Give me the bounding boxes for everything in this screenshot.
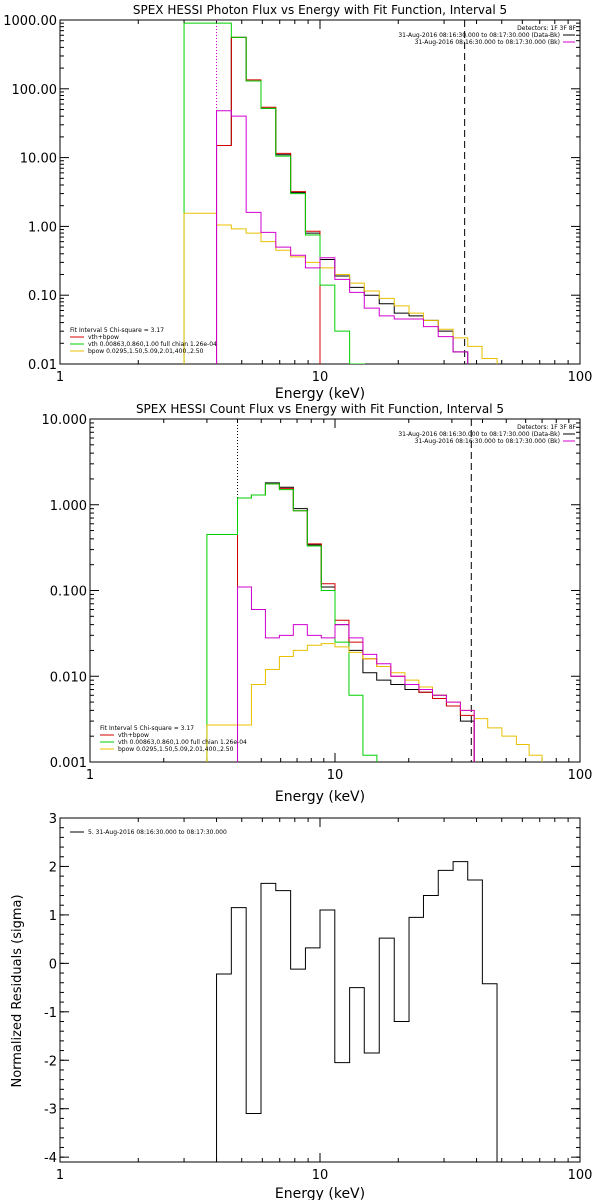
count-y-tick-label: 0.010 xyxy=(50,670,87,685)
residuals-panel: Normalized Residuals (sigma) Energy (keV… xyxy=(10,812,592,1200)
residuals-y-axis-label: Normalized Residuals (sigma) xyxy=(10,894,25,1087)
photon-x-tick-label: 100 xyxy=(568,370,593,385)
count-legend-entry: Fit Interval 5 Chi-square = 3.17 xyxy=(100,725,194,732)
photon-series-1 xyxy=(216,36,321,364)
photon-x-tick-label: 1 xyxy=(56,370,64,385)
count-x-tick-label: 1 xyxy=(86,768,94,783)
count-flux-panel: SPEX HESSI Count Flux vs Energy with Fit… xyxy=(42,402,593,805)
residuals-y-tick-label: 0 xyxy=(49,957,57,972)
count-x-axis-label: Energy (keV) xyxy=(275,789,365,805)
photon-flux-panel: SPEX HESSI Photon Flux vs Energy with Fi… xyxy=(3,3,592,402)
photon-legend-entry: vth 0.00863,0.860,1.00 full chian 1.26e-… xyxy=(88,341,217,348)
count-y-tick-label: 0.100 xyxy=(50,585,87,600)
photon-legend-entry: bpow 0.0295,1.50,5.09,2.01,400.,2.50 xyxy=(88,348,204,355)
photon-y-tick-label: 0.01 xyxy=(28,358,57,373)
photon-x-tick-label: 10 xyxy=(312,370,329,385)
residuals-y-tick-label: 3 xyxy=(49,812,57,827)
residuals-x-tick-label: 10 xyxy=(312,1168,329,1183)
residuals-y-tick-label: -4 xyxy=(44,1151,57,1166)
photon-y-tick-label: 1000.00 xyxy=(3,14,57,29)
residuals-y-tick-label: -3 xyxy=(44,1103,57,1118)
photon-series-4 xyxy=(216,110,469,364)
photon-legend-right-entry: 31-Aug-2016 08:16:30.000 to 08:17:30.000… xyxy=(398,32,560,39)
photon-y-tick-label: 10.00 xyxy=(20,152,57,167)
photon-legend-right-entry: 31-Aug-2016 08:16:30.000 to 08:17:30.000… xyxy=(415,39,560,46)
count-x-tick-label: 10 xyxy=(327,768,344,783)
count-legend-entry: vth+bpow xyxy=(118,732,149,739)
count-legend-right-entry: Detectors: 1F 3F 8F xyxy=(517,424,576,431)
count-series-4 xyxy=(237,586,475,762)
count-legend-entry: bpow 0.0295,1.50,5.09,2.01,400.,2.50 xyxy=(118,746,234,753)
residuals-x-axis-label: Energy (keV) xyxy=(275,1186,365,1200)
residuals-legend-entry: 5. 31-Aug-2016 08:16:30.000 to 08:17:30.… xyxy=(88,829,227,836)
residuals-y-tick-label: 2 xyxy=(49,860,57,875)
photon-series-0 xyxy=(216,36,469,364)
residuals-x-tick-label: 1 xyxy=(56,1168,64,1183)
count-series-2 xyxy=(206,483,378,762)
count-legend-right-entry: 31-Aug-2016 08:16:30.000 to 08:17:30.000… xyxy=(398,431,560,438)
residuals-plot-frame xyxy=(59,817,581,1163)
residuals-y-tick-label: 1 xyxy=(49,909,57,924)
count-y-tick-label: 1.000 xyxy=(50,499,87,514)
photon-y-tick-label: 1.00 xyxy=(28,220,57,235)
photon-series-2 xyxy=(183,22,365,364)
count-y-tick-label: 0.001 xyxy=(50,756,87,771)
count-y-tick-label: 10.000 xyxy=(42,413,88,428)
count-series-3 xyxy=(206,643,543,762)
residuals-y-tick-label: -2 xyxy=(44,1054,57,1069)
count-legend-entry: vth 0.00863,0.860,1.00 full chian 1.26e-… xyxy=(118,739,247,746)
photon-y-tick-label: 100.00 xyxy=(12,83,58,98)
residuals-x-tick-label: 100 xyxy=(568,1168,593,1183)
photon-legend-entry: vth+bpow xyxy=(88,334,119,341)
photon-y-tick-label: 0.10 xyxy=(28,289,57,304)
count-series-0 xyxy=(237,482,475,762)
count-x-tick-label: 100 xyxy=(568,768,593,783)
count-chart-title: SPEX HESSI Count Flux vs Energy with Fit… xyxy=(136,402,504,416)
photon-x-axis-label: Energy (keV) xyxy=(275,386,365,402)
photon-legend-right-entry: Detectors: 1F 3F 8F xyxy=(517,25,576,32)
photon-series-3 xyxy=(183,212,498,364)
photon-chart-title: SPEX HESSI Photon Flux vs Energy with Fi… xyxy=(133,3,507,17)
residuals-series-0 xyxy=(216,861,498,1162)
count-series-1 xyxy=(237,483,475,762)
photon-legend-entry: Fit Interval 5 Chi-square = 3.17 xyxy=(70,327,164,334)
count-legend-right-entry: 31-Aug-2016 08:16:30.000 to 08:17:30.000… xyxy=(415,438,560,445)
residuals-y-tick-label: -1 xyxy=(44,1006,57,1021)
